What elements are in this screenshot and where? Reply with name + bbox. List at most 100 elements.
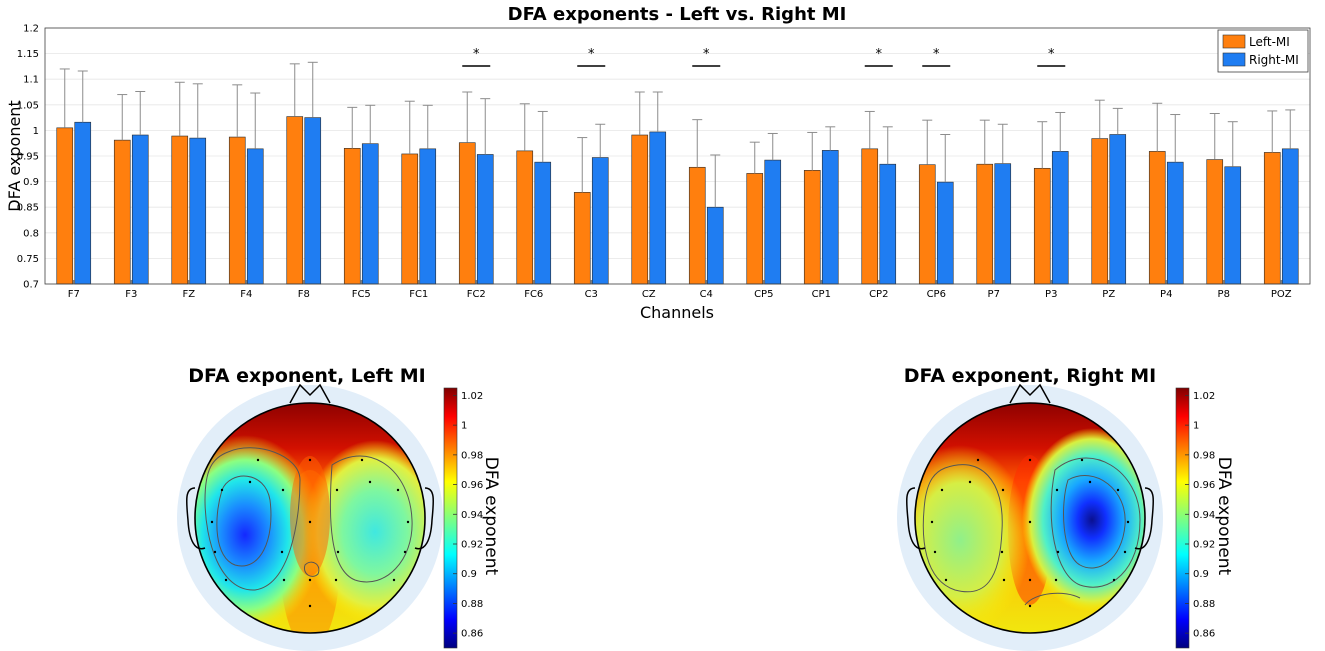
electrode-dot (1028, 578, 1032, 582)
colorbar-left-ticks: 0.86 0.88 0.9 0.92 0.94 0.96 0.98 1 1.02 (453, 391, 483, 640)
bar-right-mi-fc2 (476, 154, 494, 285)
electrode-dot (403, 550, 407, 554)
significance-asterisk: * (473, 47, 480, 62)
bar-right-mi-poz (1281, 148, 1299, 285)
electrode-dot (1028, 458, 1032, 462)
bar-right-mi-cp5 (764, 159, 782, 285)
electrode-dot (334, 578, 338, 582)
bar-left-mi-cz (631, 134, 649, 285)
electrode-dot (1126, 520, 1130, 524)
bar-right-mi-p3 (1051, 151, 1069, 285)
legend-swatch-right-mi (1222, 52, 1246, 67)
x-axis-label: Channels (640, 303, 714, 322)
bar-chart: DFA exponents - Left vs. Right MI 0.70.7… (5, 4, 1311, 322)
bar-left-mi-cp6 (918, 164, 936, 285)
electrode-dot (1054, 578, 1058, 582)
y-tick-label: 0.75 (17, 254, 39, 265)
legend-label-left-mi: Left-MI (1249, 35, 1290, 49)
electrode-dot (930, 520, 934, 524)
x-tick-label: CP6 (927, 289, 946, 300)
y-tick-label: 1.1 (23, 75, 39, 86)
x-tick-label: F3 (125, 289, 137, 300)
y-tick-label: 1.2 (23, 24, 39, 35)
colorbar-tick-label: 0.86 (461, 629, 483, 640)
bar-left-mi-cp5 (746, 173, 764, 285)
significance-asterisk: * (876, 47, 883, 62)
colorbar-tick-label: 1 (1193, 421, 1199, 432)
colorbar-tick-label: 0.96 (1193, 480, 1215, 491)
bar-right-mi-f8 (304, 117, 322, 285)
colorbar-tick-label: 0.88 (1193, 599, 1215, 610)
colorbar-tick-label: 1 (461, 421, 467, 432)
right-ear-icon (414, 487, 435, 550)
bar-right-mi-fc5 (361, 143, 379, 285)
bar-right-mi-c4 (706, 206, 724, 285)
electrode-dot (392, 578, 396, 582)
bar-left-mi-fz (171, 135, 189, 285)
bar-right-mi-fc6 (534, 161, 552, 285)
y-tick-label: 0.85 (17, 203, 39, 214)
bar-left-mi-f4 (228, 136, 246, 285)
nose-icon (289, 383, 331, 404)
electrode-markers (930, 458, 1130, 608)
bar-left-mi-p3 (1033, 167, 1051, 285)
bar-right-mi-p7 (994, 163, 1012, 285)
bar-left-mi-p8 (1206, 159, 1224, 285)
colorbar-tick-label: 0.9 (461, 569, 477, 580)
colorbar-tick-label: 0.92 (461, 540, 483, 551)
topomap-right-title: DFA exponent, Right MI (904, 365, 1156, 387)
colorbar-right-label: DFA exponent (1214, 457, 1234, 576)
electrode-markers (210, 458, 410, 608)
electrode-dot (282, 578, 286, 582)
bar-left-mi-f8 (286, 116, 304, 285)
legend-swatch-left-mi (1222, 34, 1246, 49)
colorbar-tick-label: 0.94 (461, 510, 483, 521)
significance-markers: * * * * * * (462, 47, 1066, 67)
electrode-dot (396, 488, 400, 492)
electrode-dot (933, 550, 937, 554)
x-tick-label: FC2 (467, 289, 486, 300)
colorbar-left (443, 387, 458, 649)
topomap-left-mi: DFA exponent, Left MI 0.86 0.88 0.9 0.92 0.9… (177, 365, 501, 651)
y-tick-label: 1 (33, 126, 39, 137)
electrode-dot (335, 488, 339, 492)
y-axis-label: DFA exponent (5, 100, 24, 211)
electrode-dot (308, 578, 312, 582)
x-tick-label: CZ (642, 289, 656, 300)
x-tick-label: P8 (1218, 289, 1230, 300)
electrode-dot (256, 458, 260, 462)
x-tick-label: FC1 (409, 289, 428, 300)
left-ear-icon (185, 487, 206, 550)
electrode-dot (968, 480, 972, 484)
electrode-dot (210, 520, 214, 524)
y-tick-label: 0.95 (17, 152, 39, 163)
significance-asterisk: * (933, 47, 940, 62)
x-tick-label: CP2 (869, 289, 888, 300)
bar-right-mi-f7 (74, 121, 92, 285)
electrode-dot (308, 458, 312, 462)
bar-left-mi-c3 (573, 192, 591, 285)
significance-asterisk: * (588, 47, 595, 62)
bar-right-mi-pz (1109, 134, 1127, 285)
x-tick-label: CP5 (754, 289, 773, 300)
nose-icon (1009, 383, 1051, 404)
colorbar-tick-label: 0.98 (1193, 450, 1215, 461)
bar-left-mi-p4 (1148, 151, 1166, 285)
colorbar-tick-label: 0.9 (1193, 569, 1209, 580)
x-tick-label: P3 (1045, 289, 1057, 300)
bar-left-mi-pz (1091, 138, 1109, 285)
head-outline (914, 402, 1146, 634)
colorbar-tick-label: 0.92 (1193, 540, 1215, 551)
electrode-dot (1055, 488, 1059, 492)
x-tick-label: POZ (1271, 289, 1292, 300)
y-tick-label: 0.9 (23, 177, 39, 188)
x-tick-label: F7 (68, 289, 80, 300)
electrode-dot (1028, 520, 1032, 524)
electrode-dot (1116, 488, 1120, 492)
electrode-dot (280, 550, 284, 554)
electrode-dot (944, 578, 948, 582)
x-tick-label: PZ (1102, 289, 1115, 300)
bars (56, 61, 1299, 285)
plot-area-frame (44, 27, 1311, 285)
electrode-dot (224, 578, 228, 582)
